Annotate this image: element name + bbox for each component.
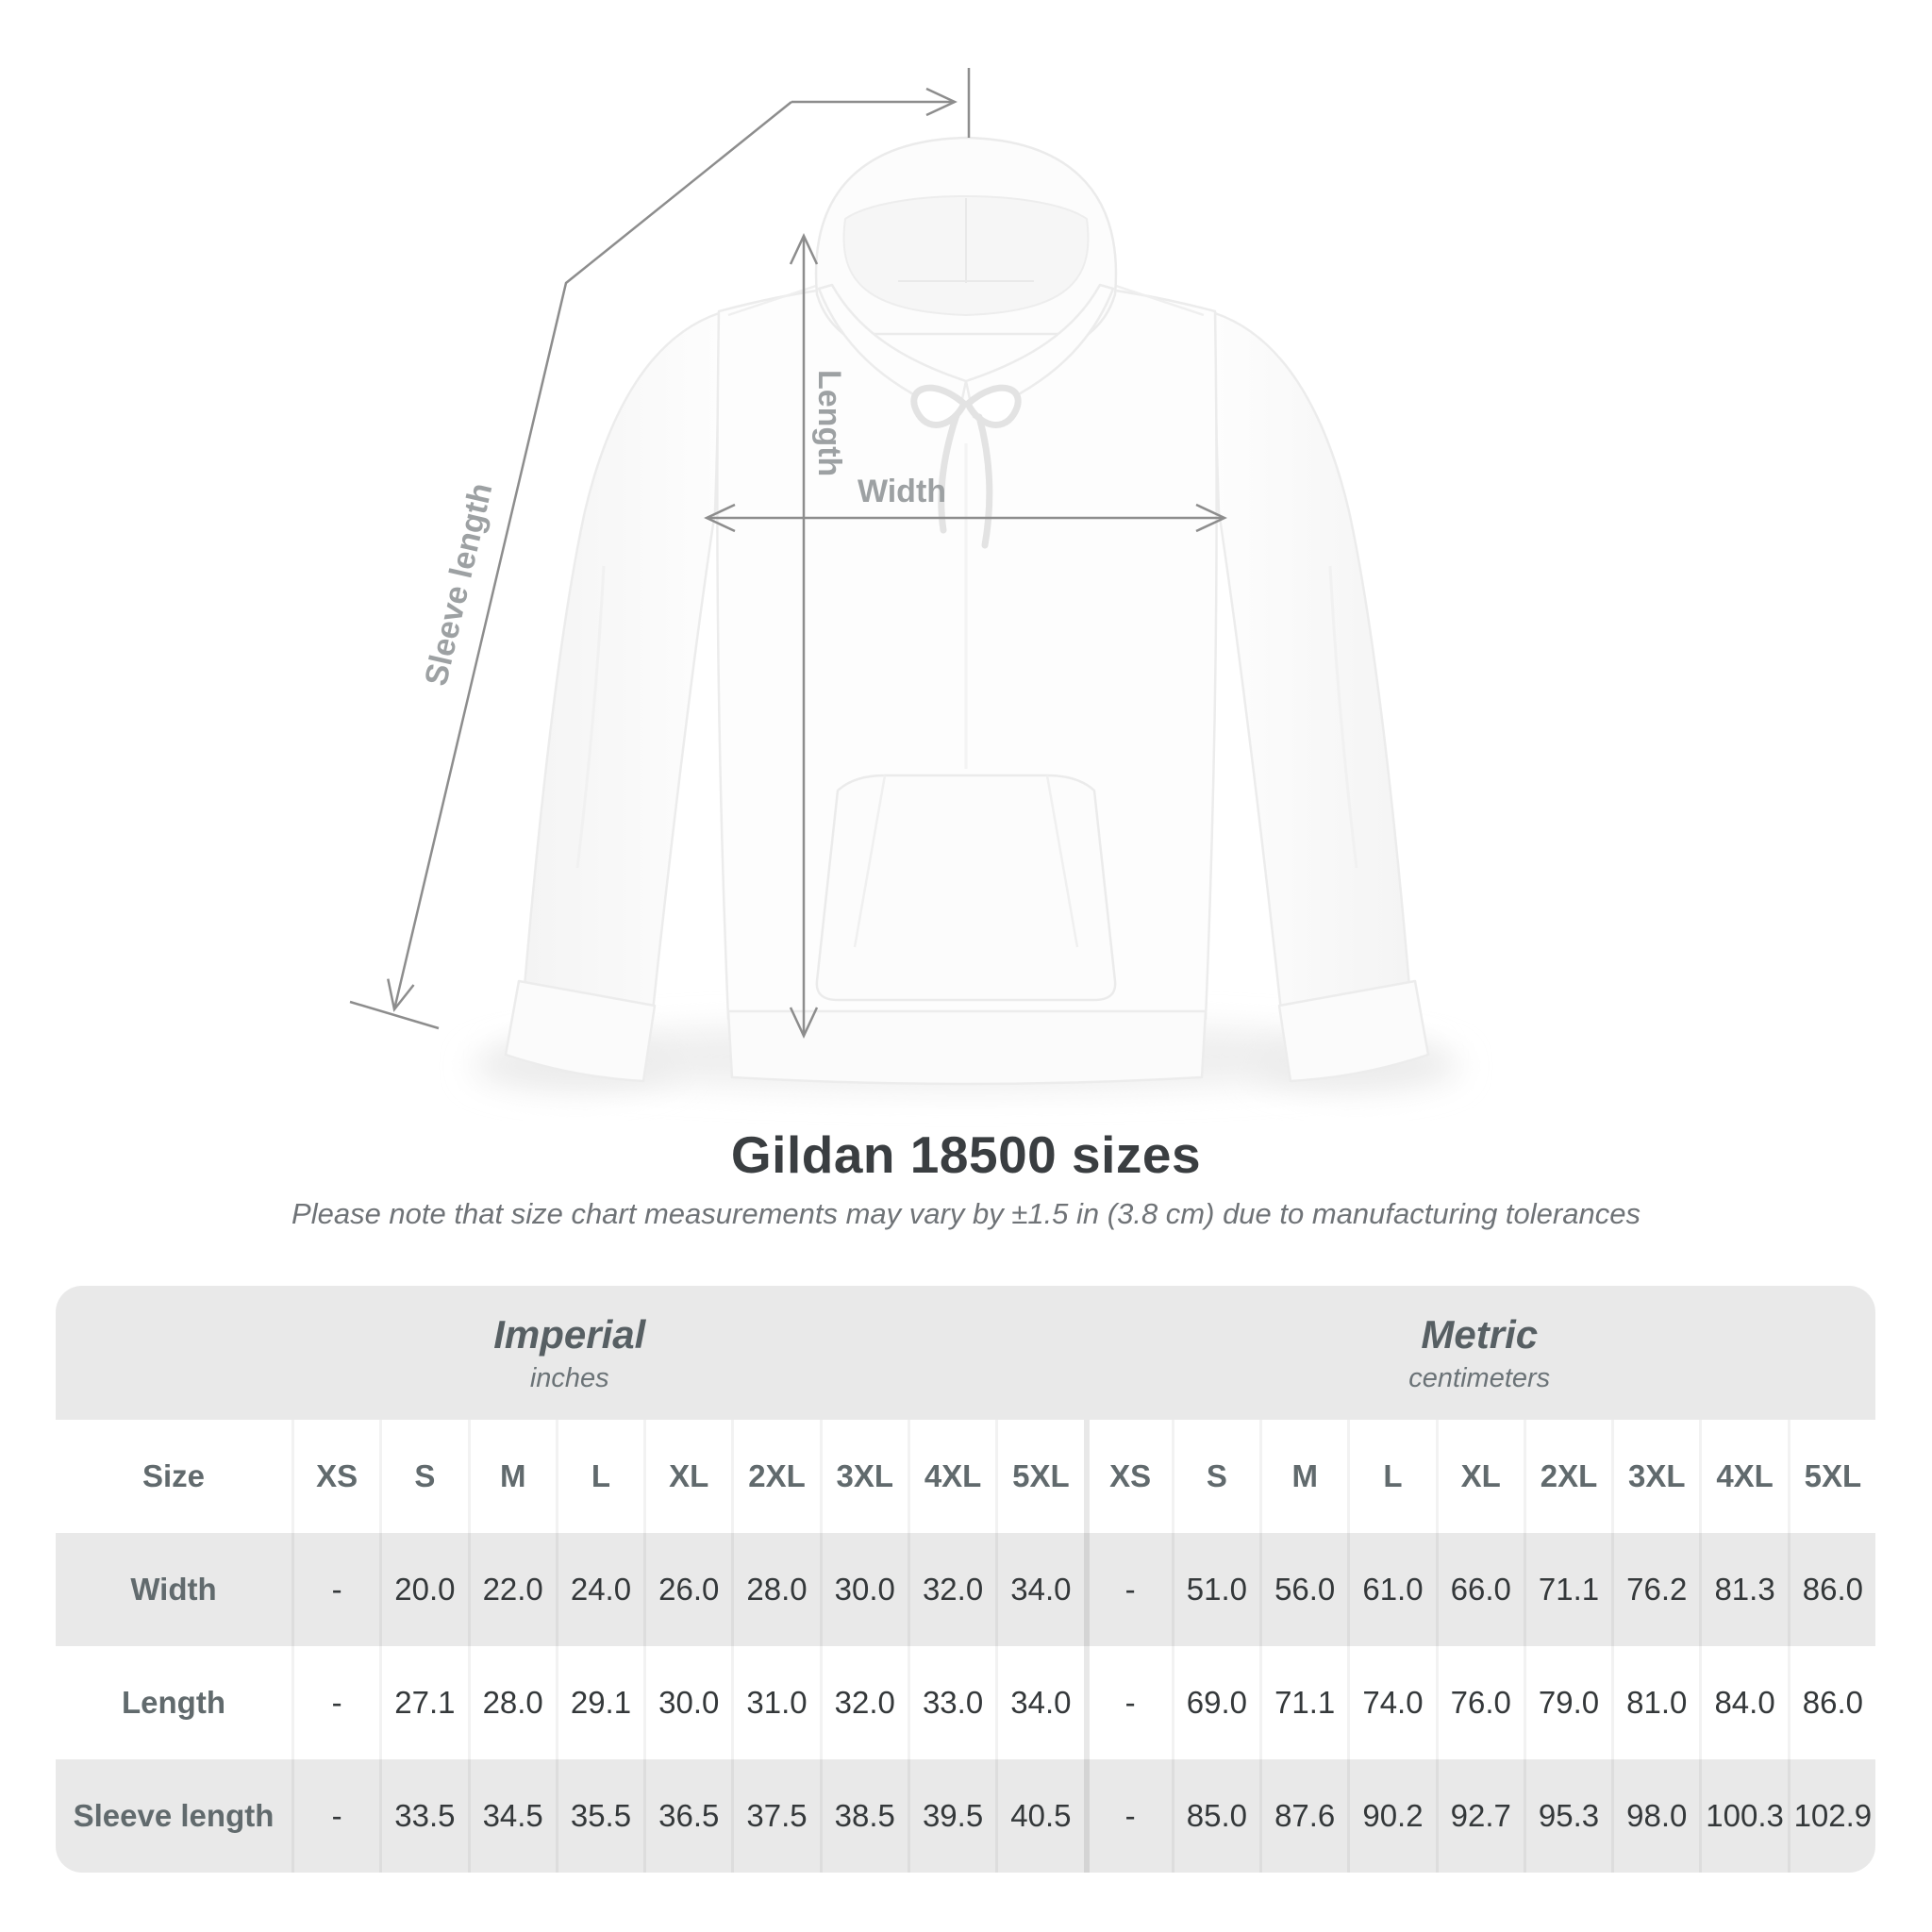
- sleeve-length-label: Sleeve length: [418, 479, 499, 689]
- size-column-header: Size: [56, 1420, 291, 1533]
- row-label: Sleeve length: [56, 1759, 291, 1873]
- value-cell: 61.0: [1347, 1533, 1436, 1646]
- value-cell: -: [291, 1759, 380, 1873]
- value-cell: 76.2: [1611, 1533, 1700, 1646]
- value-cell: -: [1083, 1533, 1172, 1646]
- value-cell: 24.0: [555, 1533, 644, 1646]
- value-cell: 95.3: [1523, 1759, 1612, 1873]
- value-cell: -: [291, 1646, 380, 1759]
- value-cell: 84.0: [1699, 1646, 1788, 1759]
- size-header-metric-m: M: [1259, 1420, 1348, 1533]
- size-header-imperial-xs: XS: [291, 1420, 380, 1533]
- value-cell: 74.0: [1347, 1646, 1436, 1759]
- value-cell: 86.0: [1787, 1646, 1875, 1759]
- value-cell: 34.0: [995, 1533, 1084, 1646]
- value-cell: 30.0: [819, 1533, 908, 1646]
- width-label: Width: [858, 474, 946, 509]
- size-header-imperial-4xl: 4XL: [907, 1420, 996, 1533]
- page-title: Gildan 18500 sizes: [730, 1125, 1202, 1184]
- value-cell: -: [1083, 1759, 1172, 1873]
- value-cell: 87.6: [1259, 1759, 1348, 1873]
- value-cell: 30.0: [643, 1646, 732, 1759]
- value-cell: 20.0: [379, 1533, 468, 1646]
- value-cell: 29.1: [555, 1646, 644, 1759]
- size-header-metric-5xl: 5XL: [1787, 1420, 1875, 1533]
- value-cell: 35.5: [555, 1759, 644, 1873]
- value-cell: 32.0: [819, 1646, 908, 1759]
- value-cell: 76.0: [1435, 1646, 1524, 1759]
- value-cell: 66.0: [1435, 1533, 1524, 1646]
- length-label: Length: [811, 370, 847, 476]
- value-cell: 28.0: [731, 1533, 820, 1646]
- value-cell: 100.3: [1699, 1759, 1788, 1873]
- size-header-imperial-s: S: [379, 1420, 468, 1533]
- value-cell: 34.5: [467, 1759, 556, 1873]
- value-cell: -: [1083, 1646, 1172, 1759]
- hoodie-illustration: [504, 136, 1430, 1086]
- value-cell: 22.0: [467, 1533, 556, 1646]
- value-cell: 38.5: [819, 1759, 908, 1873]
- value-cell: 33.0: [907, 1646, 996, 1759]
- value-cell: 81.3: [1699, 1533, 1788, 1646]
- value-cell: 40.5: [995, 1759, 1084, 1873]
- size-header-metric-s: S: [1171, 1420, 1260, 1533]
- value-cell: 81.0: [1611, 1646, 1700, 1759]
- value-cell: 71.1: [1259, 1646, 1348, 1759]
- value-cell: 37.5: [731, 1759, 820, 1873]
- size-header-metric-2xl: 2XL: [1523, 1420, 1612, 1533]
- value-cell: 85.0: [1171, 1759, 1260, 1873]
- size-header-metric-3xl: 3XL: [1611, 1420, 1700, 1533]
- value-cell: 36.5: [643, 1759, 732, 1873]
- row-label: Width: [56, 1533, 291, 1646]
- value-cell: 79.0: [1523, 1646, 1612, 1759]
- size-header-metric-4xl: 4XL: [1699, 1420, 1788, 1533]
- size-header-imperial-3xl: 3XL: [819, 1420, 908, 1533]
- value-cell: 34.0: [995, 1646, 1084, 1759]
- size-header-imperial-l: L: [555, 1420, 644, 1533]
- size-header-imperial-xl: XL: [643, 1420, 732, 1533]
- size-table: Imperial inches Metric centimeters Size XS S M L…: [56, 1286, 1875, 1873]
- value-cell: 26.0: [643, 1533, 732, 1646]
- value-cell: 98.0: [1611, 1759, 1700, 1873]
- size-header-metric-l: L: [1347, 1420, 1436, 1533]
- row-label: Length: [56, 1646, 291, 1759]
- hoodie-measurement-diagram: Width Length Sleeve length: [349, 68, 1460, 1091]
- measurement-arrows: [349, 68, 1227, 1039]
- size-header-imperial-m: M: [467, 1420, 556, 1533]
- size-header-metric-xl: XL: [1435, 1420, 1524, 1533]
- sleeve-tick-bottom: [349, 1000, 440, 1030]
- metric-label: Metric: [1421, 1311, 1539, 1357]
- tolerance-note: Please note that size chart measurements…: [291, 1197, 1641, 1230]
- value-cell: 69.0: [1171, 1646, 1260, 1759]
- unit-band-imperial: Imperial inches: [56, 1286, 1084, 1420]
- value-cell: 71.1: [1523, 1533, 1612, 1646]
- size-header-metric-xs: XS: [1083, 1420, 1172, 1533]
- value-cell: 28.0: [467, 1646, 556, 1759]
- value-cell: 102.9: [1787, 1759, 1875, 1873]
- size-header-imperial-2xl: 2XL: [731, 1420, 820, 1533]
- metric-unit-label: centimeters: [1408, 1362, 1551, 1393]
- unit-band-metric: Metric centimeters: [1083, 1286, 1875, 1420]
- sleeve-arrow-diagonal: [387, 101, 792, 1012]
- value-cell: 92.7: [1435, 1759, 1524, 1873]
- value-cell: 31.0: [731, 1646, 820, 1759]
- value-cell: 32.0: [907, 1533, 996, 1646]
- value-cell: 86.0: [1787, 1533, 1875, 1646]
- value-cell: -: [291, 1533, 380, 1646]
- value-cell: 51.0: [1171, 1533, 1260, 1646]
- value-cell: 90.2: [1347, 1759, 1436, 1873]
- imperial-label: Imperial: [493, 1311, 646, 1357]
- value-cell: 33.5: [379, 1759, 468, 1873]
- imperial-unit-label: inches: [529, 1362, 609, 1393]
- value-cell: 56.0: [1259, 1533, 1348, 1646]
- value-cell: 27.1: [379, 1646, 468, 1759]
- value-cell: 39.5: [907, 1759, 996, 1873]
- size-header-imperial-5xl: 5XL: [995, 1420, 1084, 1533]
